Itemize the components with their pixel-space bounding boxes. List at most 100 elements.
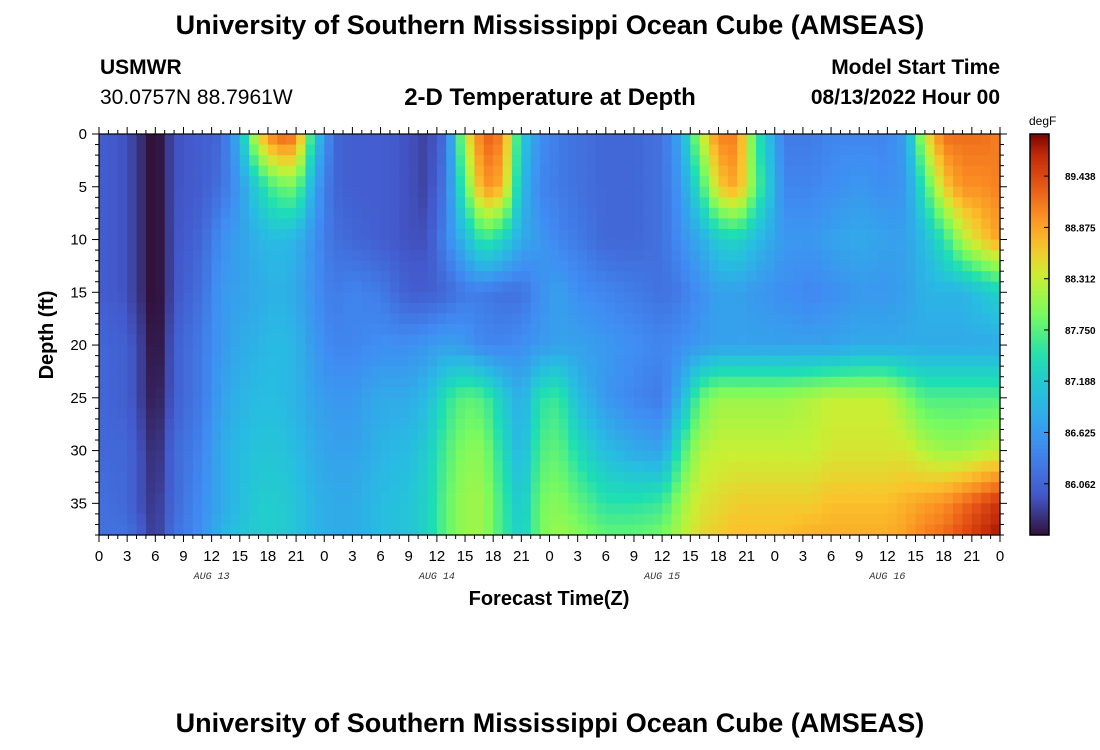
- heatmap-cell: [981, 207, 992, 220]
- heatmap-cell: [324, 292, 335, 304]
- heatmap-cell: [380, 387, 391, 399]
- heatmap-cell: [258, 471, 269, 483]
- heatmap-cell: [812, 134, 823, 146]
- heatmap-cell: [924, 334, 935, 346]
- heatmap-cell: [493, 313, 504, 325]
- heatmap-cell: [108, 482, 119, 494]
- heatmap-cell: [802, 440, 813, 452]
- heatmap-cell: [436, 366, 447, 378]
- heatmap-cell: [221, 176, 231, 188]
- heatmap-cell: [145, 355, 156, 367]
- heatmap-cell: [418, 165, 429, 177]
- heatmap-cell: [361, 397, 372, 409]
- heatmap-cell: [943, 461, 954, 473]
- heatmap-cell: [737, 418, 748, 431]
- heatmap-cell: [192, 482, 203, 494]
- heatmap-cell: [493, 176, 504, 188]
- heatmap-cell: [474, 524, 485, 536]
- heatmap-cell: [718, 239, 729, 251]
- heatmap-cell: [596, 492, 607, 504]
- heatmap-cell: [239, 440, 250, 452]
- heatmap-cell: [408, 429, 419, 441]
- heatmap-cell: [239, 492, 250, 504]
- heatmap-cell: [202, 450, 213, 462]
- heatmap-cell: [352, 218, 363, 230]
- heatmap-cell: [727, 239, 738, 251]
- heatmap-cell: [305, 524, 316, 536]
- heatmap-cell: [389, 461, 400, 473]
- heatmap-cell: [493, 134, 504, 146]
- heatmap-cell: [831, 492, 842, 504]
- heatmap-cell: [887, 492, 898, 504]
- heatmap-cell: [408, 461, 419, 473]
- heatmap-cell: [746, 302, 757, 314]
- heatmap-cell: [896, 418, 907, 431]
- heatmap-cell: [680, 218, 691, 230]
- heatmap-cell: [230, 450, 241, 462]
- heatmap-cell: [108, 492, 119, 504]
- heatmap-cell: [389, 387, 400, 399]
- heatmap-cell: [840, 334, 851, 346]
- heatmap-cell: [183, 260, 194, 272]
- heatmap-cell: [286, 302, 297, 314]
- heatmap-cell: [971, 239, 982, 251]
- heatmap-cell: [971, 387, 982, 399]
- heatmap-cell: [324, 471, 335, 483]
- heatmap-cell: [859, 186, 870, 198]
- heatmap-cell: [108, 313, 119, 325]
- heatmap-cell: [784, 471, 795, 483]
- heatmap-cell: [483, 471, 494, 483]
- heatmap-cell: [202, 218, 213, 230]
- heatmap-cell: [117, 429, 128, 441]
- heatmap-cell: [540, 461, 551, 473]
- heatmap-cell: [399, 418, 410, 431]
- heatmap-cell: [502, 418, 513, 431]
- heatmap-cell: [549, 313, 560, 325]
- heatmap-cell: [709, 524, 720, 536]
- heatmap-cell: [755, 366, 766, 378]
- heatmap-cell: [530, 239, 541, 251]
- heatmap-cell: [324, 440, 335, 452]
- heatmap-cell: [399, 503, 410, 515]
- heatmap-cell: [343, 281, 354, 293]
- model-start-label: Model Start Time: [831, 56, 1000, 79]
- heatmap-cell: [859, 355, 870, 367]
- heatmap-cell: [239, 323, 250, 336]
- heatmap-cell: [427, 134, 438, 146]
- heatmap-cell: [136, 197, 147, 209]
- heatmap-cell: [343, 471, 354, 483]
- heatmap-cell: [680, 387, 691, 399]
- heatmap-cell: [633, 271, 644, 283]
- heatmap-cell: [164, 355, 175, 367]
- heatmap-cell: [371, 271, 382, 283]
- heatmap-cell: [296, 292, 307, 304]
- heatmap-cell: [990, 334, 1001, 346]
- heatmap-cell: [558, 292, 569, 304]
- heatmap-cell: [324, 134, 335, 146]
- heatmap-cell: [343, 513, 354, 526]
- heatmap-cell: [671, 440, 682, 452]
- heatmap-cell: [727, 334, 738, 346]
- heatmap-cell: [568, 292, 579, 304]
- heatmap-cell: [305, 387, 316, 399]
- heatmap-cell: [877, 387, 888, 399]
- heatmap-cell: [718, 323, 729, 336]
- heatmap-cell: [502, 186, 513, 198]
- heatmap-cell: [596, 260, 607, 272]
- heatmap-cell: [915, 207, 926, 220]
- heatmap-cell: [474, 513, 485, 526]
- heatmap-cell: [108, 366, 119, 378]
- heatmap-cell: [981, 355, 992, 367]
- heatmap-cell: [549, 397, 560, 409]
- heatmap-cell: [408, 250, 419, 262]
- heatmap-cell: [540, 345, 551, 357]
- heatmap-cell: [296, 155, 307, 167]
- heatmap-cell: [343, 176, 354, 188]
- heatmap-cell: [971, 186, 982, 198]
- heatmap-cell: [183, 218, 194, 230]
- heatmap-cell: [155, 207, 166, 220]
- heatmap-cell: [286, 334, 297, 346]
- heatmap-cell: [699, 440, 710, 452]
- heatmap-cell: [971, 461, 982, 473]
- heatmap-cell: [511, 471, 522, 483]
